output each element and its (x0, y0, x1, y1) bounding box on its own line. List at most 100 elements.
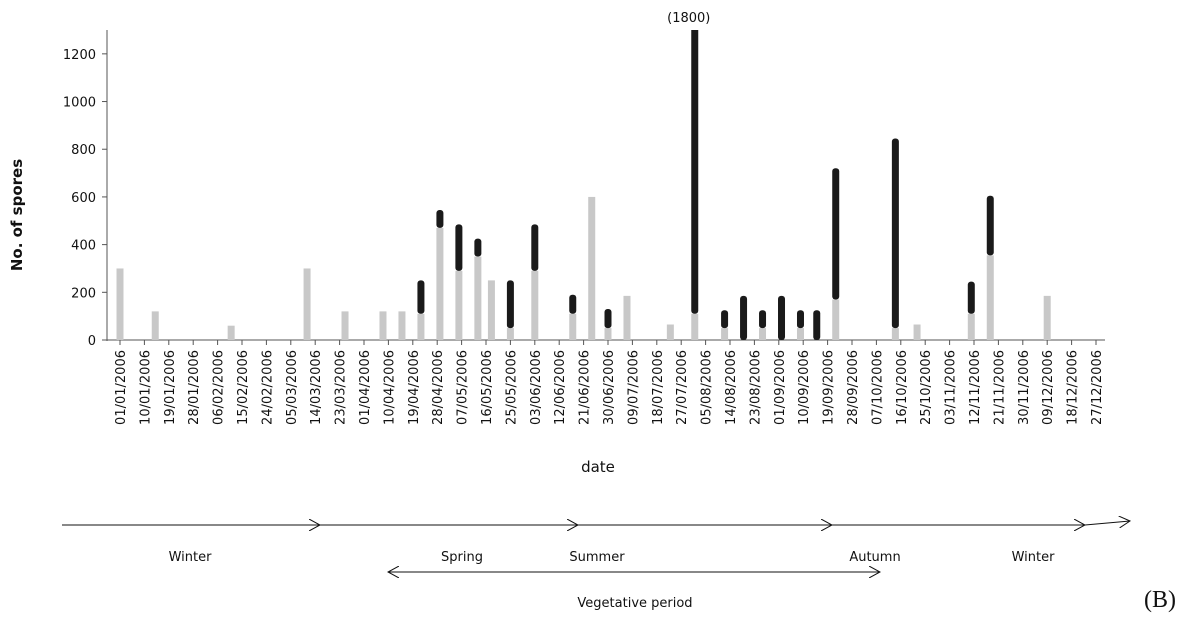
bar-segment (967, 313, 975, 340)
bar-segment (986, 255, 994, 340)
x-tick-label: 30/06/2006 (602, 350, 617, 425)
bar-segment (506, 280, 514, 329)
y-tick-label: 600 (71, 191, 96, 206)
bar-segment (531, 270, 539, 340)
x-tick-label: 10/09/2006 (797, 350, 812, 425)
bar-segment (721, 310, 729, 329)
bar-segment (778, 295, 786, 340)
bar-segment (227, 325, 235, 340)
x-tick-label: 27/12/2006 (1090, 350, 1105, 425)
y-tick-label: 400 (71, 239, 96, 254)
y-tick-label: 200 (71, 286, 96, 301)
bar-segment (796, 328, 804, 340)
x-tick-label: 28/01/2006 (187, 350, 202, 425)
x-tick-label: 19/04/2006 (407, 350, 422, 425)
bar-segment (967, 281, 975, 314)
bar-segment (487, 280, 495, 340)
x-tick-label: 14/03/2006 (309, 350, 324, 425)
x-tick-label: 21/11/2006 (992, 350, 1007, 425)
bar-segment (691, 313, 699, 340)
x-tick-label: 16/10/2006 (895, 350, 910, 425)
bar-segment (721, 328, 729, 340)
x-tick-label: 30/11/2006 (1017, 350, 1032, 425)
x-tick-label: 09/12/2006 (1041, 350, 1056, 425)
panel-label: (B) (1144, 587, 1176, 613)
annotation: (1800) (667, 11, 710, 26)
x-tick-label: 12/06/2006 (553, 350, 568, 425)
bar-segment (474, 256, 482, 340)
bar-segment (417, 280, 425, 314)
bar-segment (398, 311, 406, 340)
bar-segment (417, 313, 425, 340)
x-tick-label: 05/03/2006 (285, 350, 300, 425)
x-tick-label: 23/03/2006 (334, 350, 349, 425)
bar-segment (341, 311, 349, 340)
bar-segment (569, 294, 577, 314)
season-label: Autumn (849, 550, 900, 565)
x-tick-label: 12/11/2006 (968, 350, 983, 425)
bar-segment (151, 311, 159, 340)
bar-segment (832, 299, 840, 340)
x-tick-label: 28/04/2006 (431, 350, 446, 425)
season-label: Winter (1012, 550, 1056, 565)
period-label: Vegetative period (577, 596, 692, 611)
bar-segment (891, 138, 899, 329)
bar-segment (891, 328, 899, 340)
bar-segment (740, 295, 748, 340)
x-tick-label: 01/01/2006 (114, 350, 129, 425)
y-tick-label: 800 (71, 143, 96, 158)
x-tick-label: 19/09/2006 (822, 350, 837, 425)
bar-segment (832, 168, 840, 300)
bars (116, 30, 1051, 340)
y-tick-label: 0 (88, 334, 96, 349)
bar-segment (813, 310, 821, 340)
x-tick-label: 06/02/2006 (212, 350, 227, 425)
y-tick-label: 1200 (63, 48, 96, 63)
x-tick-label: 15/02/2006 (236, 350, 251, 425)
bar-segment (531, 224, 539, 271)
x-tick-label: 25/05/2006 (504, 350, 519, 425)
x-tick-label: 07/05/2006 (456, 350, 471, 425)
y-axis-label: No. of spores (8, 159, 26, 271)
bar-segment (604, 309, 612, 329)
x-tick-label: 16/05/2006 (480, 350, 495, 425)
x-tick-label: 27/07/2006 (675, 350, 690, 425)
x-tick-label: 10/01/2006 (138, 350, 153, 425)
x-tick-label: 09/07/2006 (626, 350, 641, 425)
x-tick-label: 18/12/2006 (1066, 350, 1081, 425)
season-label: Winter (169, 550, 213, 565)
bar-segment (623, 295, 631, 340)
x-tick-label: 07/10/2006 (870, 350, 885, 425)
x-tick-label: 01/09/2006 (773, 350, 788, 425)
season-arrows (62, 521, 1130, 572)
x-axis-label: date (581, 458, 615, 476)
x-tick-label: 14/08/2006 (724, 350, 739, 425)
bar-segment (588, 196, 596, 340)
x-tick-label: 18/07/2006 (651, 350, 666, 425)
x-tick-label: 24/02/2006 (260, 350, 275, 425)
bar-segment (379, 311, 387, 340)
x-tick-label: 10/04/2006 (382, 350, 397, 425)
bar-segment (455, 224, 463, 271)
season-label: Spring (441, 550, 483, 565)
x-tick-label: 19/01/2006 (163, 350, 178, 425)
x-tick-label: 01/04/2006 (358, 350, 373, 425)
bar-segment (604, 328, 612, 340)
bar-segment (116, 268, 124, 340)
x-tick-label: 23/08/2006 (748, 350, 763, 425)
bar-segment (455, 270, 463, 340)
x-tick-label: 21/06/2006 (578, 350, 593, 425)
bar-segment (986, 195, 994, 256)
bar-segment (506, 328, 514, 340)
bar-segment (1043, 295, 1051, 340)
x-tick-label: 03/06/2006 (529, 350, 544, 425)
bar-segment (474, 238, 482, 257)
bar-segment (666, 324, 674, 340)
bar-segment (436, 227, 444, 340)
x-tick-label: 28/09/2006 (846, 350, 861, 425)
x-tick-label: 03/11/2006 (944, 350, 959, 425)
bar-segment (796, 310, 804, 329)
x-tick-label: 05/08/2006 (700, 350, 715, 425)
bar-segment (303, 268, 311, 340)
